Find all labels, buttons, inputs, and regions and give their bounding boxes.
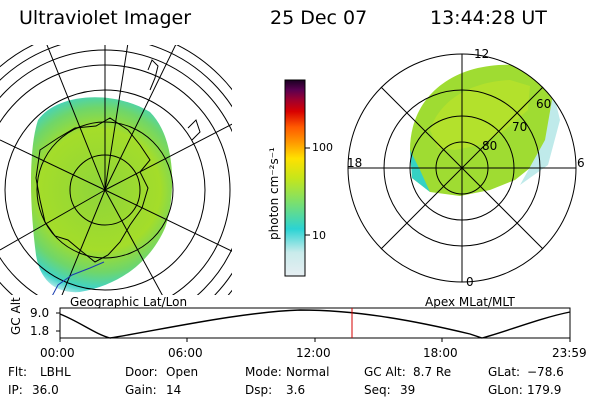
- colorbar-scale: [284, 79, 306, 277]
- antarctica-coastline: [35, 117, 151, 263]
- info-flt-label: Flt:: [8, 365, 27, 379]
- time-tick-2359: 23:59: [552, 346, 587, 360]
- left-projection-label: Geographic Lat/Lon: [70, 295, 188, 309]
- right-projection-label: Apex MLat/MLT: [425, 295, 515, 309]
- mlat-label-70: 70: [512, 120, 528, 134]
- mlt-label-6: 6: [577, 156, 585, 170]
- instrument-title: Ultraviolet Imager: [19, 7, 192, 29]
- colorbar-tick-100: 100: [312, 141, 333, 154]
- time-tick-1800: 18:00: [423, 346, 458, 360]
- altitude-tick-1-8: 1.8: [30, 324, 50, 338]
- date-label: 25 Dec 07: [270, 7, 368, 29]
- info-door-value: Open: [166, 365, 199, 379]
- info-glon-label: GLon:: [488, 383, 523, 397]
- info-mode-value: Normal: [286, 365, 330, 379]
- mlat-label-60: 60: [536, 97, 552, 111]
- info-gain-value: 14: [166, 383, 182, 397]
- colorbar-tick-10: 10: [312, 229, 326, 242]
- info-mode-label: Mode:: [245, 365, 282, 379]
- orbit-altitude-curve: [59, 309, 571, 339]
- info-glon-value: 179.9: [527, 383, 562, 397]
- info-seq-value: 39: [400, 383, 416, 397]
- time-label: 13:44:28 UT: [430, 7, 547, 29]
- altitude-axis-label: GC Alt: [9, 297, 23, 335]
- info-ip-value: 36.0: [32, 383, 59, 397]
- info-gcalt-label: GC Alt:: [364, 365, 406, 379]
- info-dsp-value: 3.6: [286, 383, 306, 397]
- aurora-emission-left: [31, 97, 173, 293]
- info-glat-value: −78.6: [527, 365, 564, 379]
- info-gcalt-value: 8.7 Re: [413, 365, 452, 379]
- time-tick-0000: 00:00: [40, 346, 75, 360]
- info-glat-label: GLat:: [488, 365, 521, 379]
- time-tick-1200: 12:00: [296, 346, 331, 360]
- time-tick-0600: 06:00: [168, 346, 203, 360]
- info-dsp-label: Dsp:: [245, 383, 273, 397]
- info-gain-label: Gain:: [125, 383, 157, 397]
- altitude-tick-9: 9.0: [30, 306, 50, 320]
- mlt-label-12: 12: [474, 47, 490, 61]
- info-door-label: Door:: [125, 365, 158, 379]
- mlt-label-18: 18: [347, 156, 363, 170]
- timeline-frame: [59, 307, 571, 339]
- info-ip-label: IP:: [8, 383, 23, 397]
- mlt-label-0: 0: [466, 275, 474, 289]
- info-flt-value: LBHL: [40, 365, 71, 379]
- info-seq-label: Seq:: [364, 383, 391, 397]
- mlat-label-80: 80: [482, 139, 498, 153]
